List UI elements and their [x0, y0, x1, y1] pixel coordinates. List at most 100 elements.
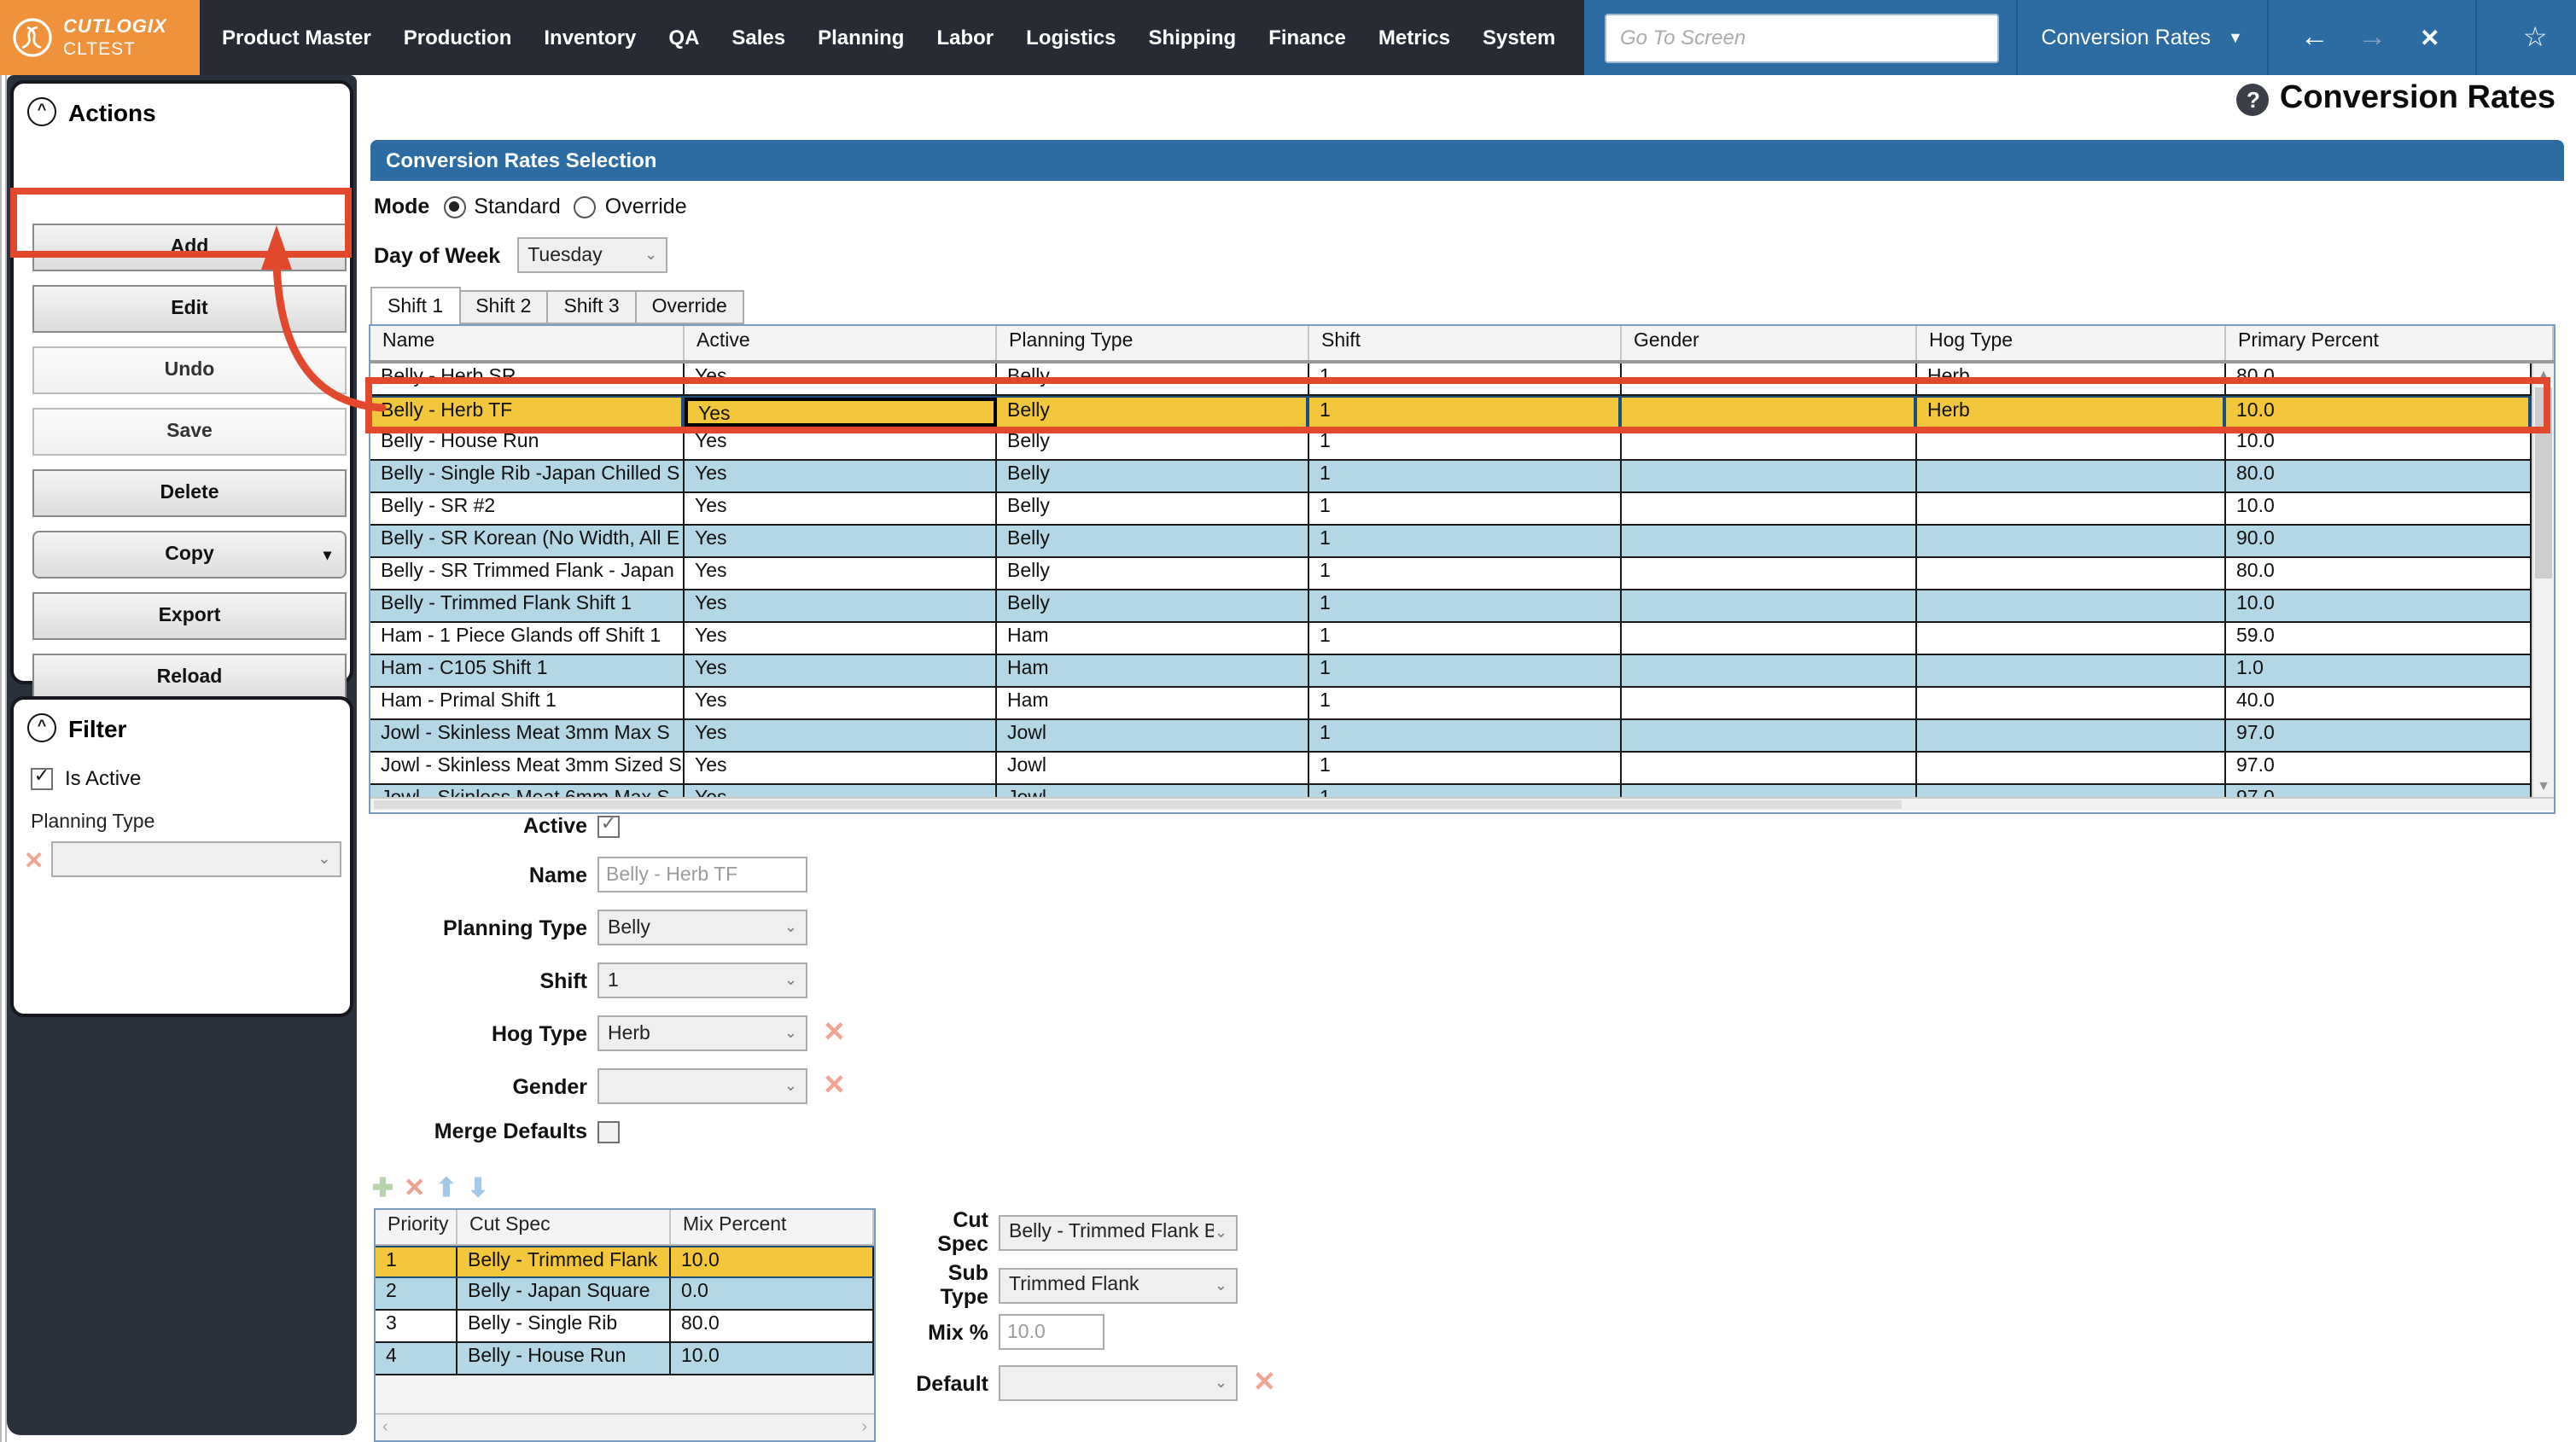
save-button[interactable]: Save: [32, 408, 347, 456]
scroll-left-icon[interactable]: ‹: [382, 1418, 388, 1437]
table-row[interactable]: Jowl - Skinless Meat 3mm Sized SYesJowl1…: [370, 753, 2532, 785]
menu-item-shipping[interactable]: Shipping: [1149, 26, 1237, 49]
column-header-name[interactable]: Name: [370, 326, 685, 360]
active-checkbox[interactable]: ✓: [597, 815, 620, 837]
back-icon[interactable]: ←: [2286, 20, 2344, 55]
priority-column-mix-percent[interactable]: Mix Percent: [671, 1210, 874, 1244]
forward-icon[interactable]: →: [2343, 20, 2401, 55]
tab-override[interactable]: Override: [637, 290, 744, 324]
tab-shift-1[interactable]: Shift 1: [370, 287, 460, 324]
cell-shift: 1: [1309, 655, 1622, 686]
cut-spec-dropdown[interactable]: Belly - Trimmed Flank B ⌄: [999, 1214, 1238, 1250]
menu-item-logistics[interactable]: Logistics: [1026, 26, 1116, 49]
collapse-actions-icon[interactable]: ^: [27, 97, 56, 126]
edit-button[interactable]: Edit: [32, 285, 347, 333]
export-button[interactable]: Export: [32, 592, 347, 640]
undo-button[interactable]: Undo: [32, 346, 347, 394]
planning-type-dropdown[interactable]: Belly ⌄: [597, 910, 807, 945]
table-row[interactable]: Belly - Single Rib -Japan Chilled SYesBe…: [370, 461, 2532, 493]
table-row[interactable]: Ham - Primal Shift 1YesHam140.0: [370, 688, 2532, 720]
table-row[interactable]: Ham - C105 Shift 1YesHam11.0: [370, 655, 2532, 688]
move-up-icon[interactable]: ⬆: [435, 1172, 457, 1203]
add-button[interactable]: Add: [32, 224, 347, 271]
reload-button[interactable]: Reload: [32, 654, 347, 701]
priority-row[interactable]: 4Belly - House Run10.0: [376, 1343, 874, 1375]
menu-item-labor[interactable]: Labor: [936, 26, 994, 49]
favorite-star-icon[interactable]: ☆: [2495, 20, 2576, 55]
is-active-checkbox[interactable]: ✓: [31, 767, 53, 789]
column-header-active[interactable]: Active: [685, 326, 997, 360]
table-row[interactable]: Belly - SR Korean (No Width, All EYesBel…: [370, 526, 2532, 558]
table-row[interactable]: Belly - Herb TFYesBelly1Herb10.0: [370, 396, 2532, 428]
shift-dropdown[interactable]: 1 ⌄: [597, 962, 807, 998]
clear-planning-type-icon[interactable]: ✕: [24, 847, 44, 871]
menu-item-metrics[interactable]: Metrics: [1378, 26, 1450, 49]
mode-radio-override[interactable]: Override: [574, 195, 687, 218]
delete-row-icon[interactable]: ✕: [404, 1172, 425, 1203]
clear-gender-icon[interactable]: ✕: [823, 1073, 846, 1100]
default-dropdown[interactable]: ⌄: [999, 1365, 1238, 1401]
table-row[interactable]: Belly - Herb SRYesBelly1Herb80.0: [370, 363, 2532, 396]
mix-percent-input[interactable]: 10.0: [999, 1314, 1104, 1350]
screen-selector-dropdown[interactable]: Conversion Rates ▼: [2034, 26, 2250, 49]
help-icon[interactable]: ?: [2237, 83, 2270, 115]
mix-percent-label: Mix %: [900, 1320, 999, 1344]
day-of-week-dropdown[interactable]: Tuesday ⌄: [517, 237, 667, 273]
horizontal-scrollbar[interactable]: [370, 797, 2554, 811]
menu-item-qa[interactable]: QA: [668, 26, 699, 49]
menu-item-production[interactable]: Production: [404, 26, 512, 49]
table-row[interactable]: Belly - House RunYesBelly110.0: [370, 428, 2532, 461]
hog-type-dropdown[interactable]: Herb ⌄: [597, 1015, 807, 1051]
priority-column-cut-spec[interactable]: Cut Spec: [458, 1210, 671, 1244]
clear-hog-type-icon[interactable]: ✕: [823, 1020, 846, 1047]
menu-item-finance[interactable]: Finance: [1268, 26, 1346, 49]
priority-horizontal-scrollbar[interactable]: ‹ ›: [376, 1413, 874, 1440]
goto-screen-input[interactable]: [1605, 13, 1998, 62]
column-header-hog-type[interactable]: Hog Type: [1917, 326, 2226, 360]
table-row[interactable]: Belly - SR #2YesBelly110.0: [370, 493, 2532, 526]
scroll-right-icon[interactable]: ›: [861, 1418, 867, 1437]
column-header-primary-percent[interactable]: Primary Percent: [2226, 326, 2554, 360]
priority-row[interactable]: 2Belly - Japan Square0.0: [376, 1278, 874, 1311]
tab-shift-3[interactable]: Shift 3: [548, 290, 636, 324]
scrollbar-thumb[interactable]: [2535, 387, 2552, 579]
table-row[interactable]: Belly - SR Trimmed Flank - JapanYesBelly…: [370, 558, 2532, 590]
cell-gender: [1622, 526, 1917, 556]
menu-item-product-master[interactable]: Product Master: [222, 26, 371, 49]
column-header-shift[interactable]: Shift: [1309, 326, 1622, 360]
close-icon[interactable]: ✕: [2401, 23, 2459, 52]
add-row-icon[interactable]: ✚: [372, 1172, 393, 1203]
table-row[interactable]: Jowl - Skinless Meat 6mm Max SYesJowl197…: [370, 785, 2532, 797]
priority-grid-header: PriorityCut SpecMix Percent: [376, 1210, 874, 1246]
scroll-down-icon[interactable]: ▼: [2533, 778, 2554, 794]
column-header-planning-type[interactable]: Planning Type: [997, 326, 1309, 360]
name-input[interactable]: Belly - Herb TF: [597, 857, 807, 893]
column-header-gender[interactable]: Gender: [1622, 326, 1917, 360]
sub-type-dropdown[interactable]: Trimmed Flank ⌄: [999, 1267, 1238, 1303]
day-of-week-label: Day of Week: [374, 243, 500, 267]
merge-defaults-checkbox[interactable]: [597, 1120, 620, 1143]
vertical-scrollbar[interactable]: ▲ ▼: [2532, 363, 2554, 797]
table-row[interactable]: Jowl - Skinless Meat 3mm Max SYesJowl197…: [370, 720, 2532, 753]
scroll-up-icon[interactable]: ▲: [2533, 367, 2554, 382]
chevron-down-icon: ⌄: [784, 918, 806, 937]
priority-row[interactable]: 3Belly - Single Rib80.0: [376, 1311, 874, 1343]
move-down-icon[interactable]: ⬇: [467, 1172, 488, 1203]
priority-row[interactable]: 1Belly - Trimmed Flank10.0: [376, 1246, 874, 1278]
delete-button[interactable]: Delete: [32, 469, 347, 517]
cell-active: Yes: [685, 785, 997, 797]
planning-type-filter-dropdown[interactable]: ⌄: [50, 841, 341, 877]
collapse-filter-icon[interactable]: ^: [27, 713, 56, 742]
clear-default-icon[interactable]: ✕: [1253, 1369, 1276, 1397]
tab-shift-2[interactable]: Shift 2: [460, 290, 548, 324]
gender-dropdown[interactable]: ⌄: [597, 1068, 807, 1104]
priority-column-priority[interactable]: Priority: [376, 1210, 458, 1244]
table-row[interactable]: Ham - 1 Piece Glands off Shift 1YesHam15…: [370, 623, 2532, 655]
menu-item-planning[interactable]: Planning: [818, 26, 904, 49]
mode-radio-standard[interactable]: Standard: [443, 195, 560, 218]
table-row[interactable]: Belly - Trimmed Flank Shift 1YesBelly110…: [370, 590, 2532, 623]
copy-button[interactable]: Copy▾: [32, 531, 347, 579]
menu-item-sales[interactable]: Sales: [731, 26, 785, 49]
menu-item-inventory[interactable]: Inventory: [544, 26, 636, 49]
menu-item-system[interactable]: System: [1483, 26, 1555, 49]
